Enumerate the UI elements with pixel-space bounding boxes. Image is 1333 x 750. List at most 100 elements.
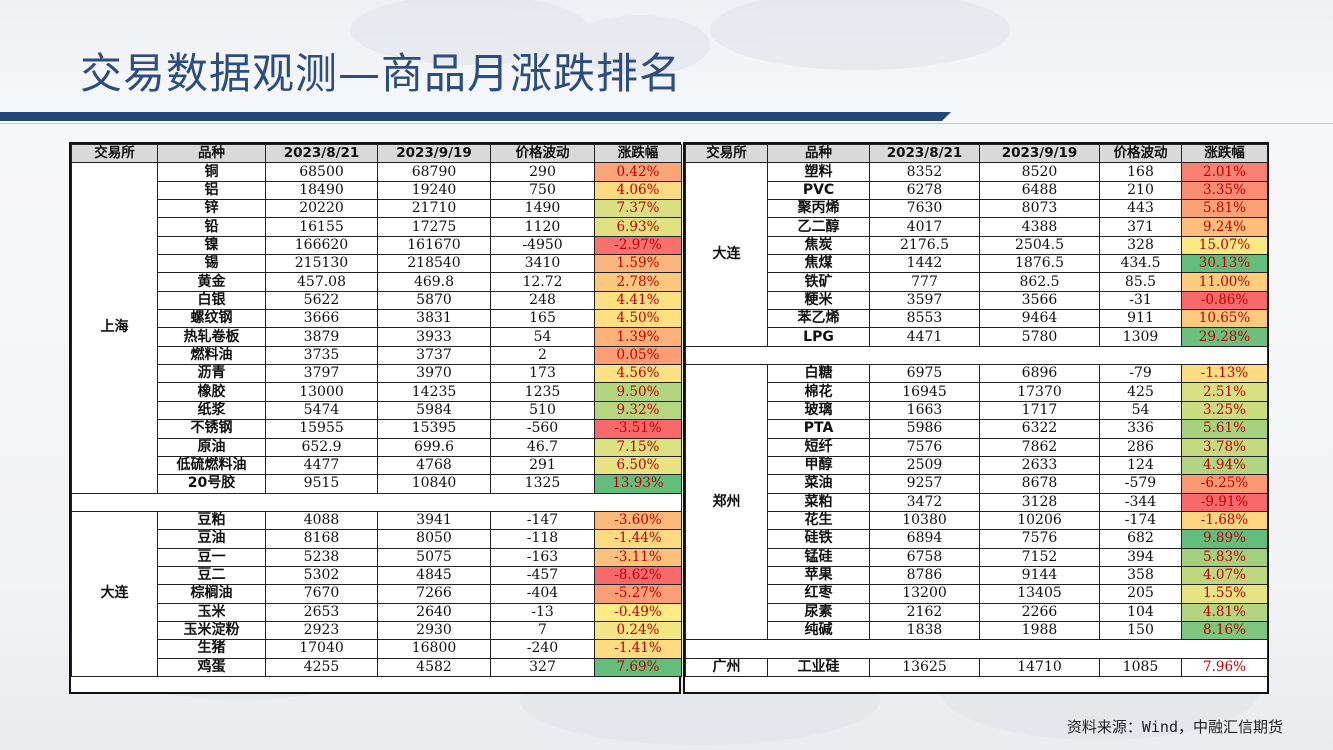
pct-change-cell: 3.25% xyxy=(1181,400,1268,421)
pct-change-cell: 9.32% xyxy=(594,400,682,421)
price-date1-cell: 2176.5 xyxy=(869,235,980,256)
variety-cell: 豆一 xyxy=(157,547,266,567)
variety-cell: 乙二醇 xyxy=(767,217,870,237)
price-change-cell: -13 xyxy=(490,602,595,622)
price-date1-cell: 777 xyxy=(869,272,980,292)
price-date2-cell: 5075 xyxy=(377,547,491,567)
price-date2-cell: 4845 xyxy=(377,565,491,586)
pct-change-cell: -3.60% xyxy=(594,510,682,531)
price-date2-cell: 19240 xyxy=(377,180,491,201)
price-date2-cell: 2504.5 xyxy=(979,235,1100,256)
table-row: 菜粕 3472 3128 -344 -9.91% xyxy=(686,492,1268,512)
price-change-cell: 1309 xyxy=(1099,327,1182,347)
table-row: 不锈钢 15955 15395 -560 -3.51% xyxy=(72,419,682,439)
price-date1-cell: 8553 xyxy=(869,309,980,329)
table-row: 锌 20220 21710 1490 7.37% xyxy=(72,199,682,219)
variety-cell: 铝 xyxy=(157,180,266,201)
price-date1-cell: 4017 xyxy=(869,217,980,237)
price-date1-cell: 3879 xyxy=(265,327,378,347)
price-change-cell: 104 xyxy=(1099,602,1182,622)
price-date2-cell: 16800 xyxy=(377,639,491,659)
price-change-cell: 425 xyxy=(1099,382,1182,402)
price-date1-cell: 18490 xyxy=(265,180,378,201)
header-pct: 涨跌幅 xyxy=(1181,143,1268,164)
left-ranking-table: 交易所 品种 2023/8/21 2023/9/19 价格波动 涨跌幅 上海铜 6… xyxy=(71,143,682,677)
price-date1-cell: 17040 xyxy=(265,639,378,659)
pct-change-cell: 3.35% xyxy=(1181,180,1268,201)
price-date2-cell: 17275 xyxy=(377,217,491,237)
price-change-cell: 911 xyxy=(1099,309,1182,329)
price-change-cell: -579 xyxy=(1099,474,1182,494)
price-change-cell: -457 xyxy=(490,565,595,586)
price-date1-cell: 5302 xyxy=(265,565,378,586)
source-note: 资料来源：Wind，中融汇信期货 xyxy=(1066,718,1283,736)
table-row: 豆二 5302 4845 -457 -8.62% xyxy=(72,565,682,586)
pct-change-cell: -0.86% xyxy=(1181,290,1268,311)
variety-cell: 短纤 xyxy=(767,437,870,457)
price-change-cell: 327 xyxy=(490,657,595,677)
price-date1-cell: 8352 xyxy=(869,162,980,182)
table-row: 锰硅 6758 7152 394 5.83% xyxy=(686,547,1268,567)
table-row: PVC 6278 6488 210 3.35% xyxy=(686,180,1268,201)
pct-change-cell: -8.62% xyxy=(594,565,682,586)
pct-change-cell: 4.56% xyxy=(594,364,682,384)
price-date1-cell: 13200 xyxy=(869,584,980,604)
variety-cell: 锡 xyxy=(157,254,266,274)
table-row: 原油 652.9 699.6 46.7 7.15% xyxy=(72,437,682,457)
price-change-cell: 1120 xyxy=(490,217,595,237)
table-row: 锡 215130 218540 3410 1.59% xyxy=(72,254,682,274)
variety-cell: 原油 xyxy=(157,437,266,457)
table-row: 上海铜 68500 68790 290 0.42% xyxy=(71,162,682,494)
variety-cell: 不锈钢 xyxy=(157,419,266,439)
price-date2-cell: 6488 xyxy=(979,180,1100,201)
variety-cell: 焦煤 xyxy=(767,254,870,274)
table-row: 粳米 3597 3566 -31 -0.86% xyxy=(686,290,1268,311)
pct-change-cell: 4.06% xyxy=(594,180,682,201)
table-row: 纸浆 5474 5984 510 9.32% xyxy=(72,400,682,421)
price-date2-cell: 2633 xyxy=(979,455,1100,476)
price-change-cell: 248 xyxy=(490,290,595,311)
table-row: 豆油 8168 8050 -118 -1.44% xyxy=(72,529,682,549)
table-row: 苯乙烯 8553 9464 911 10.65% xyxy=(686,309,1268,329)
variety-cell: 菜油 xyxy=(767,474,870,494)
price-change-cell: 443 xyxy=(1099,199,1182,219)
price-date2-cell: 4582 xyxy=(377,657,491,677)
separator-cell xyxy=(685,345,1268,366)
header-exchange: 交易所 xyxy=(685,143,768,164)
pct-change-cell: -1.13% xyxy=(1181,364,1268,384)
price-change-cell: -4950 xyxy=(490,235,595,256)
pct-change-cell: 9.89% xyxy=(1181,529,1268,549)
pct-change-cell: 7.69% xyxy=(594,657,682,677)
price-date2-cell: 6322 xyxy=(979,419,1100,439)
pct-change-cell: 11.00% xyxy=(1181,272,1268,292)
table-row: 乙二醇 4017 4388 371 9.24% xyxy=(686,217,1268,237)
price-change-cell: 1325 xyxy=(490,474,595,494)
price-change-cell: 210 xyxy=(1099,180,1182,201)
table-row: 生猪 17040 16800 -240 -1.41% xyxy=(72,639,682,659)
table-row: 豆一 5238 5075 -163 -3.11% xyxy=(72,547,682,567)
price-date1-cell: 9515 xyxy=(265,474,378,494)
table-row: 广州 工业硅 13625 14710 1085 7.96% xyxy=(685,657,1268,677)
price-change-cell: -31 xyxy=(1099,290,1182,311)
pct-change-cell: 6.50% xyxy=(594,455,682,476)
price-date1-cell: 4477 xyxy=(265,455,378,476)
variety-cell: 花生 xyxy=(767,510,870,531)
pct-change-cell: 2.01% xyxy=(1181,162,1268,182)
variety-cell: 玻璃 xyxy=(767,400,870,421)
price-change-cell: -240 xyxy=(490,639,595,659)
price-date1-cell: 16945 xyxy=(869,382,980,402)
pct-change-cell: -1.44% xyxy=(594,529,682,549)
table-row: 玉米 2653 2640 -13 -0.49% xyxy=(72,602,682,622)
price-change-cell: -118 xyxy=(490,529,595,549)
price-date1-cell: 2923 xyxy=(265,620,378,641)
variety-cell: 白糖 xyxy=(767,364,870,384)
pct-change-cell: 4.81% xyxy=(1181,602,1268,622)
table-row: 菜油 9257 8678 -579 -6.25% xyxy=(686,474,1268,494)
header-date2: 2023/9/19 xyxy=(377,143,491,164)
price-change-cell: 1235 xyxy=(490,382,595,402)
price-date2-cell: 17370 xyxy=(979,382,1100,402)
variety-cell: 锰硅 xyxy=(767,547,870,567)
price-date1-cell: 5622 xyxy=(265,290,378,311)
price-change-cell: 165 xyxy=(490,309,595,329)
price-date1-cell: 7576 xyxy=(869,437,980,457)
